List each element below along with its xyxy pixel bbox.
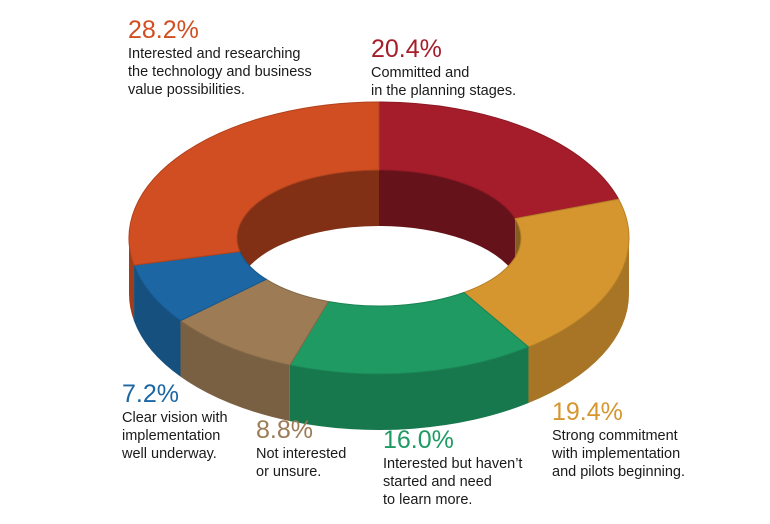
slice-description-line: to learn more. bbox=[383, 492, 472, 508]
slice-label-3: 8.8% Not interested or unsure. bbox=[256, 416, 346, 480]
slice-description-line: Committed and bbox=[371, 65, 469, 81]
slice-top-0 bbox=[378, 101, 620, 220]
slice-label-0: 20.4% Committed and in the planning stages… bbox=[371, 35, 516, 99]
slice-description-line: well underway. bbox=[121, 446, 217, 462]
slice-description-line: the technology and business bbox=[128, 64, 312, 80]
slice-description-line: Interested and researching bbox=[128, 46, 301, 62]
slice-description-line: Not interested bbox=[256, 446, 346, 462]
slice-top-2 bbox=[289, 291, 530, 375]
slice-description-line: started and need bbox=[383, 474, 492, 490]
slice-percent-label: 8.8% bbox=[256, 416, 313, 444]
slice-description-line: value possibilities. bbox=[128, 82, 245, 98]
slice-top-5 bbox=[128, 101, 380, 266]
slice-description-line: Clear vision with bbox=[122, 410, 228, 426]
slice-outer-wall-5 bbox=[129, 238, 135, 322]
slice-outer-wall-3 bbox=[180, 320, 290, 422]
slice-description-line: implementation bbox=[122, 428, 220, 444]
slice-outer-wall-4 bbox=[134, 265, 181, 377]
slice-label-1: 19.4% Strong commitment with implementatio… bbox=[551, 398, 685, 480]
slice-percent-label: 19.4% bbox=[552, 398, 623, 426]
slice-description-line: and pilots beginning. bbox=[552, 464, 685, 480]
slice-percent-label: 7.2% bbox=[122, 380, 179, 408]
slice-description-line: with implementation bbox=[551, 446, 680, 462]
slice-label-5: 28.2% Interested and researching the techn… bbox=[128, 16, 312, 98]
slice-inner-wall-0 bbox=[379, 170, 516, 275]
slice-description-line: in the planning stages. bbox=[371, 83, 516, 99]
slice-top-1 bbox=[462, 198, 630, 348]
slice-label-4: 7.2% Clear vision with implementation well … bbox=[121, 380, 228, 462]
slice-inner-wall-5 bbox=[237, 170, 379, 294]
slice-description-line: Strong commitment bbox=[552, 428, 678, 444]
slice-outer-wall-2 bbox=[289, 347, 529, 430]
slice-label-2: 16.0% Interested but haven’t started and n… bbox=[383, 426, 522, 508]
slice-percent-label: 20.4% bbox=[371, 35, 442, 63]
slice-percent-label: 28.2% bbox=[128, 16, 199, 44]
slice-description-line: or unsure. bbox=[256, 464, 321, 480]
slice-description-line: Interested but haven’t bbox=[383, 456, 522, 472]
slice-percent-label: 16.0% bbox=[383, 426, 454, 454]
